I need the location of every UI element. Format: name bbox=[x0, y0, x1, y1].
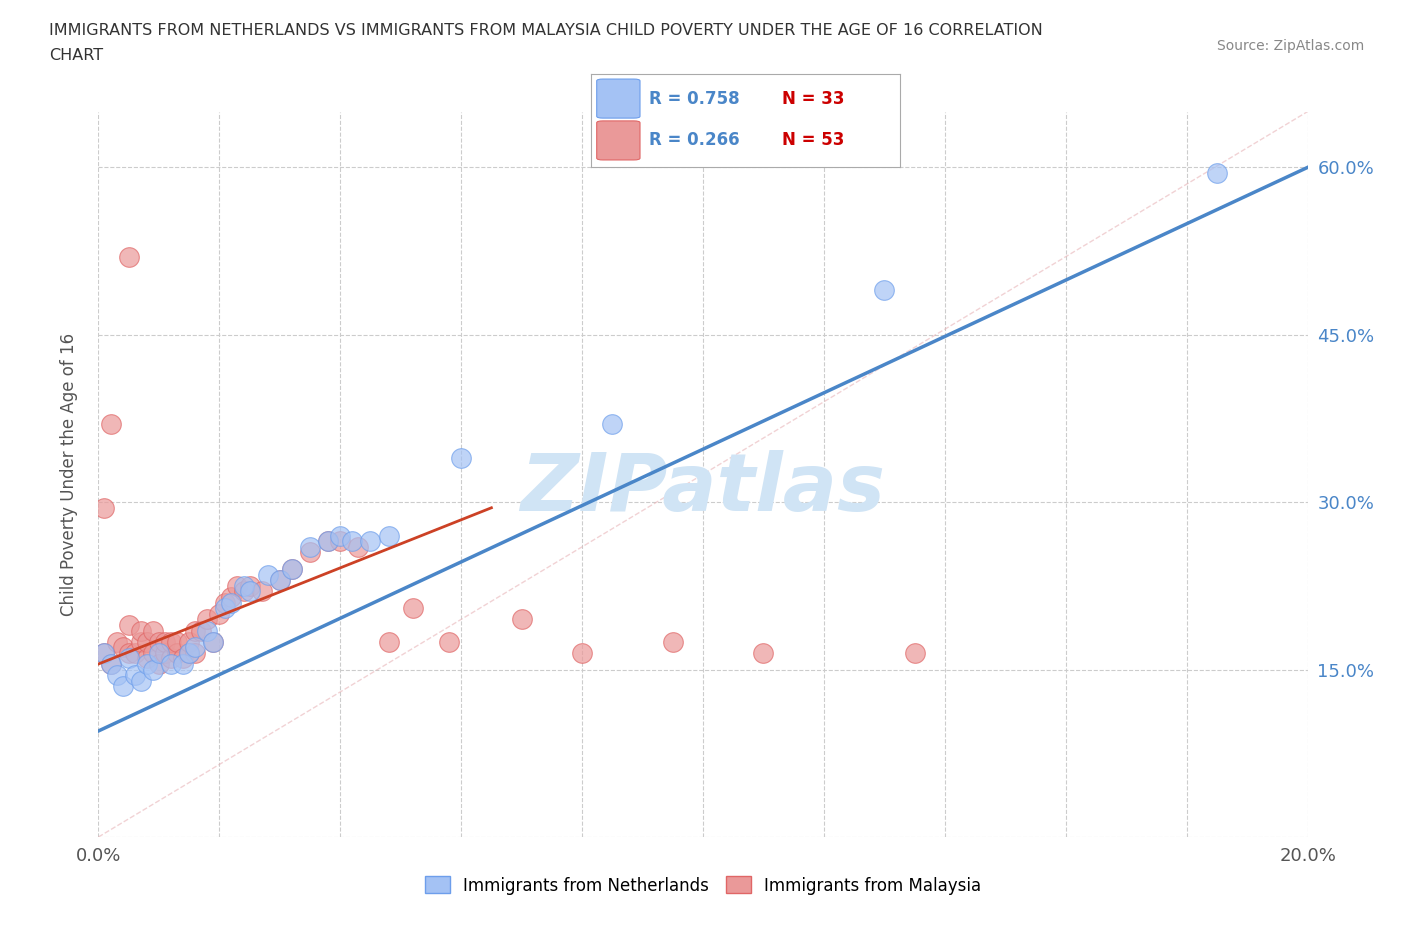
Point bbox=[160, 657, 183, 671]
Point bbox=[195, 612, 218, 627]
Point bbox=[129, 634, 152, 649]
Point bbox=[360, 534, 382, 549]
Point bbox=[602, 417, 624, 432]
Point bbox=[118, 249, 141, 264]
Point bbox=[214, 595, 236, 610]
Point bbox=[129, 623, 152, 638]
Point bbox=[299, 545, 322, 560]
Point bbox=[299, 539, 322, 554]
Point bbox=[347, 539, 370, 554]
Point bbox=[148, 634, 170, 649]
Legend: Immigrants from Netherlands, Immigrants from Malaysia: Immigrants from Netherlands, Immigrants … bbox=[418, 870, 988, 901]
Point bbox=[184, 640, 207, 655]
Y-axis label: Child Poverty Under the Age of 16: Child Poverty Under the Age of 16 bbox=[59, 333, 77, 616]
Point bbox=[118, 618, 141, 632]
Point bbox=[153, 645, 176, 660]
Point bbox=[195, 623, 218, 638]
Point bbox=[377, 528, 399, 543]
Point bbox=[93, 645, 115, 660]
Point bbox=[1206, 166, 1229, 180]
Point bbox=[179, 634, 201, 649]
Point bbox=[342, 534, 364, 549]
Point bbox=[281, 562, 304, 577]
Point bbox=[402, 601, 425, 616]
Point bbox=[752, 645, 775, 660]
Point bbox=[111, 679, 134, 694]
Point bbox=[184, 645, 207, 660]
Point bbox=[250, 584, 273, 599]
Point bbox=[105, 634, 128, 649]
Point bbox=[135, 651, 157, 666]
Point bbox=[124, 668, 146, 683]
Point bbox=[269, 573, 291, 588]
Text: ZIPatlas: ZIPatlas bbox=[520, 450, 886, 528]
Point bbox=[214, 601, 236, 616]
Point bbox=[904, 645, 927, 660]
FancyBboxPatch shape bbox=[596, 121, 640, 160]
Text: IMMIGRANTS FROM NETHERLANDS VS IMMIGRANTS FROM MALAYSIA CHILD POVERTY UNDER THE : IMMIGRANTS FROM NETHERLANDS VS IMMIGRANT… bbox=[49, 23, 1043, 38]
Point bbox=[190, 623, 212, 638]
Point bbox=[105, 668, 128, 683]
Point bbox=[256, 567, 278, 582]
Point bbox=[93, 500, 115, 515]
Point bbox=[208, 606, 231, 621]
Point bbox=[202, 634, 225, 649]
Point bbox=[226, 578, 249, 593]
Point bbox=[135, 634, 157, 649]
Text: N = 53: N = 53 bbox=[782, 131, 845, 150]
Point bbox=[221, 595, 243, 610]
Point bbox=[153, 634, 176, 649]
Point bbox=[873, 283, 896, 298]
Point bbox=[571, 645, 593, 660]
Point bbox=[450, 450, 472, 465]
Point bbox=[316, 534, 339, 549]
Point bbox=[129, 673, 152, 688]
Point bbox=[232, 584, 254, 599]
Point bbox=[118, 651, 141, 666]
Point bbox=[166, 634, 188, 649]
Point bbox=[160, 634, 183, 649]
Point bbox=[172, 657, 194, 671]
Point bbox=[239, 584, 262, 599]
Text: R = 0.266: R = 0.266 bbox=[650, 131, 740, 150]
Point bbox=[202, 634, 225, 649]
Point bbox=[172, 651, 194, 666]
Point bbox=[281, 562, 304, 577]
Point bbox=[111, 640, 134, 655]
Point bbox=[160, 651, 183, 666]
Point bbox=[148, 645, 170, 660]
FancyBboxPatch shape bbox=[596, 79, 640, 118]
Point bbox=[142, 662, 165, 677]
Point bbox=[329, 534, 352, 549]
Point bbox=[93, 645, 115, 660]
Point bbox=[239, 578, 262, 593]
Text: N = 33: N = 33 bbox=[782, 89, 845, 108]
Point bbox=[166, 645, 188, 660]
Point bbox=[377, 634, 399, 649]
Point bbox=[100, 657, 122, 671]
Point bbox=[232, 578, 254, 593]
Point bbox=[148, 657, 170, 671]
Text: Source: ZipAtlas.com: Source: ZipAtlas.com bbox=[1216, 39, 1364, 53]
Point bbox=[124, 645, 146, 660]
Point bbox=[510, 612, 533, 627]
Point bbox=[269, 573, 291, 588]
Point bbox=[100, 657, 122, 671]
Point bbox=[179, 645, 201, 660]
Point bbox=[118, 645, 141, 660]
Point bbox=[100, 417, 122, 432]
Point bbox=[316, 534, 339, 549]
Point bbox=[142, 623, 165, 638]
Text: R = 0.758: R = 0.758 bbox=[650, 89, 740, 108]
Point bbox=[437, 634, 460, 649]
Point bbox=[221, 590, 243, 604]
Point bbox=[179, 645, 201, 660]
Point bbox=[135, 657, 157, 671]
Point bbox=[184, 623, 207, 638]
Point bbox=[329, 528, 352, 543]
Text: CHART: CHART bbox=[49, 48, 103, 63]
Point bbox=[142, 645, 165, 660]
Point bbox=[661, 634, 683, 649]
